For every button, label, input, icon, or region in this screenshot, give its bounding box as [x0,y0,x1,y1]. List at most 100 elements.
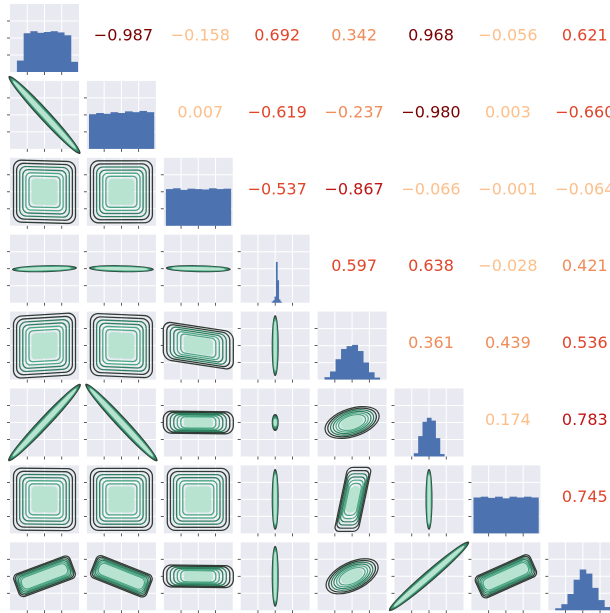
kde-contour [20,563,69,590]
kde-contour [102,325,141,366]
panel-r5-c4 [237,311,310,383]
kde-contour [89,554,153,598]
correlation-label: −0.867 [324,179,383,198]
panel-r3-c3 [160,157,233,229]
kde-contour [89,160,154,224]
kde-contour [332,410,372,435]
kde-contour [19,561,70,592]
kde-contour [477,557,535,596]
panel-r4-c4 [237,234,310,306]
kde-contour [22,476,67,522]
kde-contour [393,545,465,607]
hist-bar [573,579,581,611]
kde-contour [335,412,369,433]
kde-contour [31,331,58,360]
hist-bar [426,417,432,457]
kde-contour [179,480,218,519]
kde-contour [273,551,277,602]
kde-contour [28,175,61,209]
hist-bar [480,496,489,534]
kde-contour [169,470,227,528]
hist-bar [70,61,79,72]
kde-contour [15,162,74,221]
panel-r7-c3 [160,465,233,537]
kde-contour [92,316,150,376]
panel-r5-c5 [314,311,387,383]
panel-r2-c2 [83,80,156,152]
panel-r5-c1 [7,311,79,383]
kde-contour [166,324,231,368]
kde-contour [169,326,227,365]
hist-bar [125,111,133,149]
kde-contour [176,331,220,361]
correlation-label: −0.158 [171,26,230,45]
kde-contour [99,477,144,522]
correlation-label: −0.064 [555,179,610,198]
hist-bar [271,301,274,303]
kde-contour [183,335,213,356]
hist-bar [422,421,428,457]
correlation-label: −0.987 [94,26,153,45]
hist-bar [592,587,599,611]
hist-bar [352,344,359,380]
kde-contour [97,562,146,590]
hist-bar [435,438,441,457]
hist-bar [209,188,217,226]
kde-contour [166,411,231,434]
correlation-label: −0.537 [248,179,307,198]
panel-r6-c1 [7,383,81,462]
kde-contour [334,466,372,532]
kde-contour [343,482,362,516]
panel-r5-c2 [83,311,156,383]
kde-contour [108,178,135,205]
kde-contour [182,483,215,516]
hist-bar [357,351,364,380]
hist-bar [278,299,281,303]
kde-contour [476,555,536,597]
hist-bar [275,261,278,303]
hist-bar [187,188,196,226]
kde-contour [17,560,72,593]
kde-contour [95,473,147,525]
panel-r7-c1 [7,465,79,537]
hist-bar [363,362,370,380]
kde-contour [99,169,144,215]
kde-contour [341,568,364,584]
correlation-label: −0.066 [401,179,460,198]
panel-r2-c1 [7,75,81,155]
kde-contour [335,565,369,588]
correlation-label: 0.439 [485,333,531,352]
kde-contour [95,319,147,372]
kde-contour [273,418,277,427]
kde-contour [162,321,234,370]
kde-contour [173,413,224,432]
correlation-label: −0.237 [324,102,383,121]
correlation-label: 0.174 [485,410,531,429]
kde-contour [173,567,224,585]
kde-contour [176,415,220,430]
kde-contour [479,558,533,594]
hist-bar [110,112,119,149]
hist-bar [368,372,375,380]
kde-contour [175,477,221,522]
hist-bar [132,112,140,149]
panel-r8-c3 [160,542,234,613]
kde-contour [341,479,364,520]
hist-bar [439,454,445,457]
panel-r7-c6 [391,465,464,537]
panel-r6-c4 [237,388,310,460]
panel-r8-c5 [314,542,387,613]
kde-contour [12,467,77,532]
hist-bar [324,377,331,380]
kde-contour [16,558,73,595]
hist-bar [96,112,104,149]
hist-bar [273,300,275,303]
panel-r6-c2 [83,383,158,462]
hist-bar [16,60,25,72]
kde-contour [22,169,67,215]
kde-contour [169,566,227,586]
kde-contour [273,320,277,371]
correlation-label: 0.621 [562,26,608,45]
kde-contour [31,178,58,206]
kde-contour [329,409,375,436]
